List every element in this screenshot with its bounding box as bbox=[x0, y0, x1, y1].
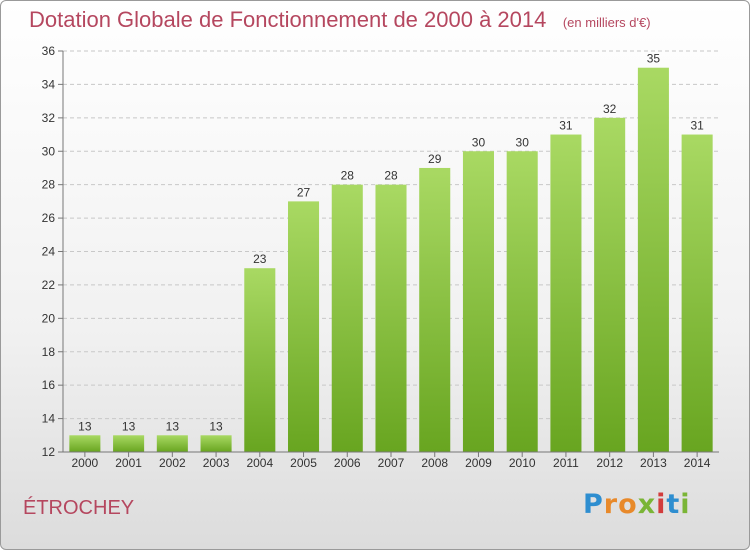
x-tick-label: 2007 bbox=[378, 456, 405, 470]
bar-value-label: 13 bbox=[209, 419, 223, 433]
y-tick-label: 20 bbox=[42, 311, 56, 325]
bar-value-label: 30 bbox=[516, 135, 530, 149]
x-tick-label: 2003 bbox=[203, 456, 230, 470]
x-tick-label: 2013 bbox=[640, 456, 667, 470]
bar-value-label: 27 bbox=[297, 185, 311, 199]
bar bbox=[681, 134, 713, 452]
bar bbox=[550, 134, 582, 452]
bar-value-label: 13 bbox=[78, 419, 92, 433]
bar-value-label: 31 bbox=[559, 119, 573, 133]
y-tick-label: 16 bbox=[42, 378, 56, 392]
x-tick-label: 2004 bbox=[246, 456, 273, 470]
bar bbox=[462, 151, 494, 452]
commune-name: ÉTROCHEY bbox=[23, 497, 135, 519]
y-tick-label: 36 bbox=[42, 44, 56, 58]
bars-layer: 13 13 13 13 23 27 28 28 29 30 30 31 32 35 31 bbox=[69, 52, 713, 453]
bar bbox=[331, 184, 363, 452]
logo-letter: t bbox=[666, 489, 681, 520]
bar bbox=[506, 151, 538, 452]
bar bbox=[69, 435, 101, 452]
x-tick-label: 2001 bbox=[115, 456, 142, 470]
logo-letter: i bbox=[680, 489, 691, 520]
logo-letter: i bbox=[656, 489, 667, 520]
x-tick-label: 2008 bbox=[421, 456, 448, 470]
y-tick-label: 28 bbox=[42, 178, 56, 192]
bar-value-label: 13 bbox=[166, 419, 180, 433]
y-tick-label: 22 bbox=[42, 278, 56, 292]
y-tick-label: 12 bbox=[42, 445, 56, 459]
y-tick-label: 26 bbox=[42, 211, 56, 225]
bar-value-label: 31 bbox=[690, 119, 704, 133]
x-tick-label: 2011 bbox=[553, 456, 579, 470]
x-tick-label: 2014 bbox=[684, 456, 711, 470]
x-tick-label: 2006 bbox=[334, 456, 361, 470]
bar-value-label: 35 bbox=[647, 52, 661, 66]
bar bbox=[594, 117, 626, 452]
logo-letter: r bbox=[603, 489, 619, 520]
x-tick-label: 2002 bbox=[159, 456, 186, 470]
y-tick-label: 18 bbox=[42, 345, 56, 359]
bar bbox=[375, 184, 407, 452]
x-tick-label: 2000 bbox=[72, 456, 99, 470]
y-tick-label: 24 bbox=[42, 245, 56, 259]
x-tick-label: 2005 bbox=[290, 456, 317, 470]
axis-layer: 12 14 16 18 20 22 24 26 28 30 32 34 36 2000 2001 2002 20… bbox=[42, 44, 719, 470]
bar-value-label: 30 bbox=[472, 135, 486, 149]
chart-unit: (en milliers d'€) bbox=[562, 15, 651, 30]
chart-title: Dotation Globale de Fonctionnement de 20… bbox=[29, 7, 547, 32]
bar bbox=[156, 435, 188, 452]
x-tick-label: 2009 bbox=[465, 456, 492, 470]
y-tick-label: 30 bbox=[42, 144, 56, 158]
bar bbox=[637, 67, 669, 452]
bar-value-label: 32 bbox=[603, 102, 617, 116]
bar bbox=[288, 201, 320, 452]
bar-value-label: 23 bbox=[253, 252, 267, 266]
bar bbox=[200, 435, 232, 452]
bar bbox=[419, 167, 451, 453]
proxiti-logo[interactable]: Proxiti bbox=[583, 489, 691, 520]
y-tick-label: 32 bbox=[42, 111, 56, 125]
title-row: Dotation Globale de Fonctionnement de 20… bbox=[29, 7, 651, 33]
logo-letter: o bbox=[618, 489, 638, 520]
bar bbox=[113, 435, 145, 452]
logo-letter: P bbox=[583, 489, 604, 520]
bar bbox=[244, 268, 276, 452]
bar-value-label: 28 bbox=[384, 169, 398, 183]
x-tick-label: 2012 bbox=[596, 456, 623, 470]
bar-value-label: 29 bbox=[428, 152, 442, 166]
bar-value-label: 13 bbox=[122, 419, 136, 433]
bar-value-label: 28 bbox=[341, 169, 355, 183]
logo-letter: x bbox=[637, 489, 657, 520]
x-tick-label: 2010 bbox=[509, 456, 536, 470]
y-tick-label: 34 bbox=[42, 77, 56, 91]
y-tick-label: 14 bbox=[42, 412, 56, 426]
